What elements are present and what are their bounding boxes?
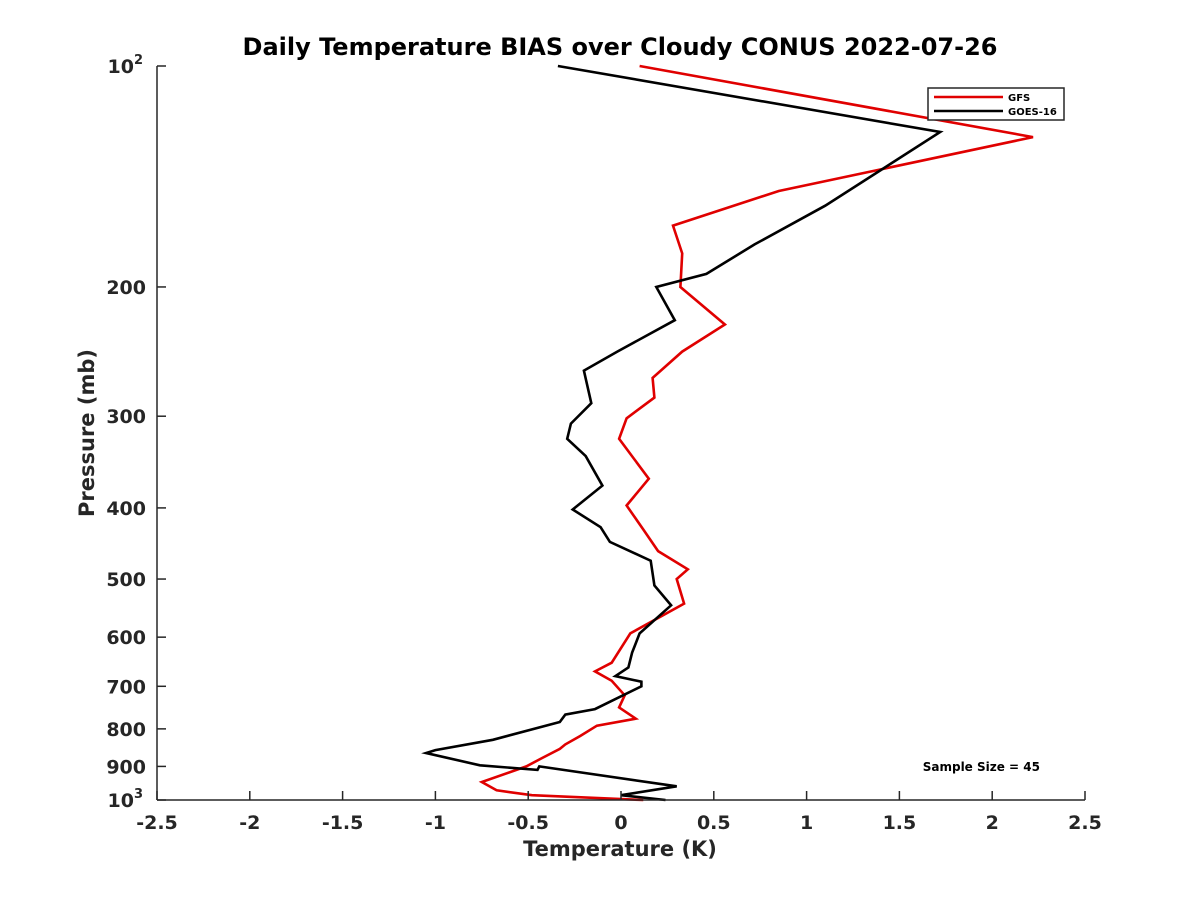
x-tick-label: -2 bbox=[239, 812, 260, 834]
series-layer bbox=[421, 64, 1034, 802]
y-tick-exponent: 3 bbox=[134, 787, 143, 802]
x-tick-label: 1.5 bbox=[883, 812, 917, 834]
x-tick-label: -1 bbox=[425, 812, 446, 834]
x-tick-label: 0 bbox=[614, 812, 627, 834]
y-tick-label: 500 bbox=[106, 569, 146, 591]
x-tick-label: -2.5 bbox=[136, 812, 178, 834]
x-tick-label: 2.5 bbox=[1068, 812, 1102, 834]
y-tick-label: 700 bbox=[106, 676, 146, 698]
legend-box bbox=[927, 87, 1065, 121]
x-tick-label: -0.5 bbox=[507, 812, 549, 834]
series-line-goes16 bbox=[421, 64, 944, 802]
y-tick-label: 600 bbox=[106, 627, 146, 649]
x-tick-label: 0.5 bbox=[697, 812, 731, 834]
legend: GFS GOES-16 bbox=[927, 87, 1065, 121]
y-tick-label: 10 bbox=[108, 56, 134, 78]
legend-label-goes16: GOES-16 bbox=[1008, 107, 1057, 118]
y-axis-label: Pressure (mb) bbox=[75, 349, 99, 517]
y-tick-label: 300 bbox=[106, 406, 146, 428]
y-tick-label: 10 bbox=[108, 790, 134, 812]
axes: -2.5 -2 -1.5 -1 -0.5 0 0.5 1 1.5 2 2.510 2200300400… bbox=[106, 53, 1102, 834]
x-tick-label: 2 bbox=[986, 812, 999, 834]
y-tick-label: 800 bbox=[106, 719, 146, 741]
y-tick-label: 900 bbox=[106, 756, 146, 778]
sample-size-annotation: Sample Size = 45 bbox=[923, 760, 1040, 774]
x-axis-label: Temperature (K) bbox=[523, 837, 717, 861]
y-tick-label: 400 bbox=[106, 498, 146, 520]
series-line-gfs bbox=[478, 64, 1034, 802]
x-tick-label: -1.5 bbox=[322, 812, 364, 834]
y-tick-label: 200 bbox=[106, 277, 146, 299]
chart-title: Daily Temperature BIAS over Cloudy CONUS… bbox=[243, 33, 998, 61]
x-tick-label: 1 bbox=[800, 812, 813, 834]
legend-label-gfs: GFS bbox=[1008, 93, 1030, 104]
y-tick-exponent: 2 bbox=[134, 53, 143, 68]
